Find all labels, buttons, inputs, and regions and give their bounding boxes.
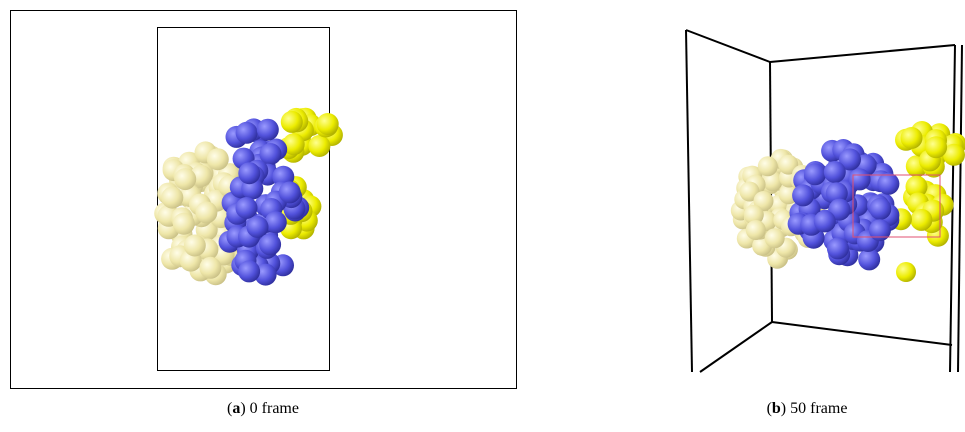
atom — [849, 168, 871, 190]
atom — [308, 135, 330, 157]
atom — [896, 262, 916, 282]
atom — [236, 197, 258, 219]
box-edge — [686, 30, 770, 62]
atom — [765, 228, 785, 248]
atom — [814, 210, 836, 232]
figure: (a) 0 frame (b) 50 frame — [0, 0, 965, 432]
atom — [758, 156, 778, 176]
atom — [257, 119, 279, 141]
atom — [792, 184, 814, 206]
caption-label: b — [772, 400, 781, 417]
atom — [174, 168, 196, 190]
box-edge — [686, 30, 692, 372]
box-edge — [770, 45, 955, 62]
atom — [279, 181, 301, 203]
atom — [925, 136, 947, 158]
atom — [173, 213, 195, 235]
atom — [827, 237, 849, 259]
atom — [746, 220, 766, 240]
caption-text: ) 50 frame — [781, 400, 848, 417]
atom — [265, 211, 287, 233]
atom — [281, 111, 303, 133]
atom — [901, 127, 923, 149]
atom — [195, 201, 217, 223]
atom — [259, 233, 281, 255]
atom — [869, 219, 891, 241]
atom — [207, 148, 229, 170]
atom — [161, 187, 183, 209]
atom — [317, 113, 339, 135]
atom — [804, 163, 826, 185]
atom — [184, 235, 206, 257]
atom — [869, 198, 891, 220]
figure-graphics — [0, 0, 965, 432]
atom — [236, 122, 258, 144]
box-edge — [700, 322, 772, 372]
atom — [877, 173, 899, 195]
atom — [238, 162, 260, 184]
atom — [238, 260, 260, 282]
atom — [199, 257, 221, 279]
molecule-b — [731, 121, 965, 282]
caption-b: (b) 50 frame — [607, 400, 965, 418]
atom — [824, 161, 846, 183]
caption-text: ) 0 frame — [240, 400, 299, 417]
molecule-a — [154, 108, 343, 286]
box-edge — [958, 45, 962, 372]
caption-a: (a) 0 frame — [63, 400, 463, 418]
box-edge — [772, 322, 952, 345]
atom — [910, 209, 932, 231]
